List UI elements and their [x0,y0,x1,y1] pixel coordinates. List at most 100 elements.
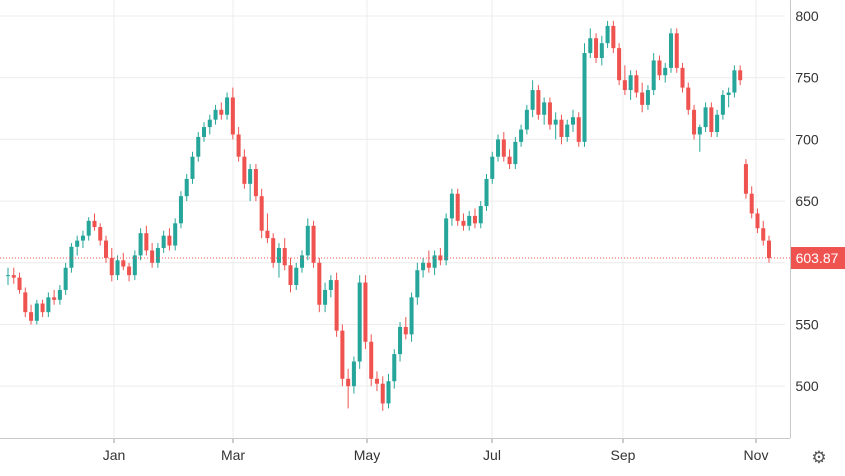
candles-layer [5,20,772,411]
candle-body [467,215,472,226]
candle-body [692,109,697,135]
candle-body [11,275,16,278]
candle-body [444,218,449,261]
candle [501,132,506,162]
candle [369,334,374,387]
candle [259,188,264,239]
candle-body [288,265,293,286]
candle-body [138,233,143,256]
candle [449,188,454,226]
candle [438,247,443,266]
candle [363,275,368,350]
candle-body [472,215,477,224]
candle-body [132,255,137,276]
candle-body [559,119,564,137]
candle [63,262,68,295]
candle [686,82,691,115]
candle [80,230,85,248]
candle [576,112,581,147]
candle [75,235,80,256]
candle-body [766,240,772,259]
candle [155,243,160,268]
candle-body [605,25,610,44]
candle-body [294,267,299,286]
candle [663,62,668,83]
candle [547,97,552,130]
candle [426,250,431,273]
candle-body [732,70,737,93]
y-tick-label: 500 [795,378,819,394]
candle [755,208,760,234]
candle-body [109,257,114,276]
candle-body [668,33,674,68]
candle [340,324,345,387]
candle-body [63,267,68,290]
x-tick-label: May [354,447,380,463]
candle-body [363,282,368,342]
candle-body [201,127,207,137]
candle-body [726,92,731,96]
candle-body [57,289,62,300]
gear-icon[interactable]: ⚙ [811,448,826,467]
candle-body [346,378,351,387]
candle-body [449,193,454,219]
candle [52,289,57,305]
candle-body [755,213,760,229]
candle [294,262,299,290]
candle-body [674,33,679,68]
candle [357,275,362,369]
candle-body [576,117,581,142]
candle [103,235,109,263]
candle [628,70,633,100]
candle-body [34,303,39,321]
candle-body [103,240,109,258]
candle [403,317,408,340]
candle-body [369,341,374,379]
candle-body [478,206,483,224]
candle [565,119,570,142]
candle [680,62,685,93]
candle-body [253,169,258,197]
candle-body [542,102,547,115]
candle-body [409,297,414,335]
candle-body [242,156,247,184]
candle-body [738,70,743,81]
candle-body [317,262,322,305]
candle [230,87,235,140]
last-price-value: 603.87 [796,250,839,266]
candle-body [490,156,495,179]
x-tick-label: Jan [103,447,126,463]
x-tick-label: Sep [611,447,636,463]
candle [132,250,137,281]
candle [496,134,501,162]
candle-body [709,107,714,133]
candle [190,151,195,184]
candle [23,287,28,318]
candle [432,250,437,276]
candle-body [715,114,720,133]
candle [138,228,143,261]
candle [634,70,639,98]
candle-body [421,262,426,271]
candle [201,122,207,142]
candle-body [392,354,397,382]
candle [328,275,333,298]
candle [271,233,276,268]
candle-body [121,260,126,267]
settings-button[interactable]: ⚙ [810,448,828,467]
candle-body [173,223,178,246]
candle-body [230,97,235,135]
candle-body [524,109,529,130]
candle [161,230,166,253]
candle-body [311,225,316,263]
candle [588,28,593,58]
candle-body [236,134,241,157]
candle [173,218,178,251]
candle-body [265,230,270,239]
candle [444,213,449,266]
candle [167,228,172,251]
candle [207,114,212,135]
candle [749,186,754,219]
candle [490,151,495,184]
candle [219,102,224,120]
